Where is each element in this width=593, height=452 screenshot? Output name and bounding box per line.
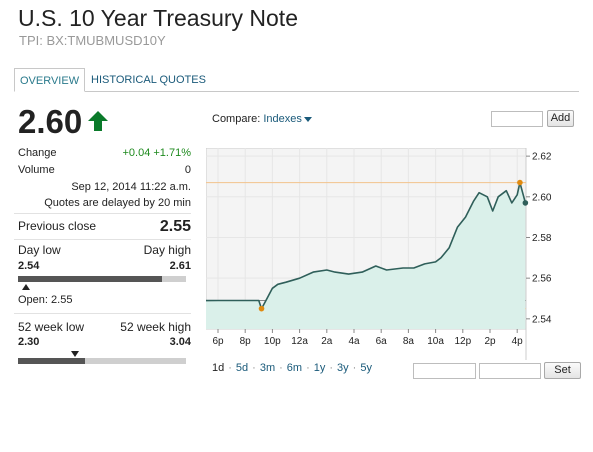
start-date-input[interactable] bbox=[413, 363, 476, 379]
52-week-range-values: 2.30 3.04 bbox=[18, 336, 191, 348]
volume-value: 0 bbox=[184, 164, 191, 176]
divider bbox=[14, 239, 191, 240]
tab-historical-quotes[interactable]: HISTORICAL QUOTES bbox=[91, 74, 206, 86]
ticker-subtitle: TPI: BX:TMUBMUSD10Y bbox=[19, 33, 166, 48]
change-row: Change +0.04 +1.71% bbox=[18, 147, 191, 159]
day-low-value: 2.54 bbox=[18, 260, 40, 272]
tab-overview[interactable]: OVERVIEW bbox=[14, 68, 86, 92]
x-tick-label: 6a bbox=[376, 336, 388, 347]
day-low-label: Day low bbox=[18, 243, 61, 257]
last-price-point bbox=[522, 200, 529, 206]
page-title: U.S. 10 Year Treasury Note bbox=[18, 5, 298, 31]
change-value: +0.04 +1.71% bbox=[122, 147, 191, 159]
up-arrow-icon bbox=[88, 111, 108, 131]
52-week-current-marker bbox=[71, 351, 80, 357]
divider bbox=[14, 213, 191, 214]
x-tick-label: 6p bbox=[212, 336, 224, 347]
compare-label: Compare: bbox=[212, 113, 264, 125]
chevron-down-icon[interactable] bbox=[303, 116, 312, 122]
day-range-labels: Day low Day high bbox=[18, 243, 191, 257]
open-price: Open: 2.55 bbox=[18, 294, 73, 306]
52-week-range-labels: 52 week low 52 week high bbox=[18, 320, 191, 334]
divider bbox=[14, 313, 191, 314]
x-tick-label: 8p bbox=[240, 336, 252, 347]
52-week-high-label: 52 week high bbox=[120, 320, 191, 334]
x-tick-label: 4p bbox=[512, 336, 524, 347]
x-tick-label: 8a bbox=[403, 336, 415, 347]
timestamp: Sep 12, 2014 11:22 a.m. bbox=[71, 181, 191, 193]
52-week-low-value: 2.30 bbox=[18, 336, 40, 348]
range-1d[interactable]: 1d bbox=[212, 362, 225, 374]
range-5y[interactable]: 5y bbox=[360, 362, 372, 374]
volume-row: Volume 0 bbox=[18, 164, 191, 176]
x-tick-label: 10p bbox=[264, 336, 281, 347]
x-tick-label: 10a bbox=[427, 336, 444, 347]
add-button[interactable]: Add bbox=[547, 110, 574, 127]
price-area bbox=[206, 182, 526, 329]
52-week-range-fill bbox=[18, 358, 86, 364]
end-date-input[interactable] bbox=[479, 363, 541, 379]
52-week-high-value: 3.04 bbox=[169, 336, 191, 348]
set-button[interactable]: Set bbox=[544, 362, 581, 379]
x-tick-label: 4a bbox=[348, 336, 360, 347]
timeframe-selector: 1d · 5d · 3m · 6m · 1y · 3y · 5y bbox=[212, 362, 372, 374]
previous-close-row: Previous close 2.55 bbox=[18, 218, 191, 235]
price-line bbox=[206, 181, 527, 310]
range-6m[interactable]: 6m bbox=[286, 362, 303, 374]
range-5d[interactable]: 5d bbox=[235, 362, 249, 374]
x-tick-label: 2a bbox=[321, 336, 333, 347]
y-tick-label: 2.54 bbox=[532, 314, 552, 325]
day-range-values: 2.54 2.61 bbox=[18, 260, 191, 272]
y-tick-label: 2.62 bbox=[532, 152, 552, 163]
open-price-marker bbox=[22, 284, 31, 290]
day-high-label: Day high bbox=[143, 243, 191, 257]
day-high-value: 2.61 bbox=[169, 260, 191, 272]
change-label: Change bbox=[18, 147, 57, 159]
volume-label: Volume bbox=[18, 164, 55, 176]
y-tick-label: 2.56 bbox=[532, 274, 552, 285]
compare-symbol-input[interactable] bbox=[491, 111, 543, 127]
last-price: 2.60 bbox=[18, 103, 83, 140]
range-3m[interactable]: 3m bbox=[259, 362, 276, 374]
x-tick-label: 12p bbox=[454, 336, 471, 347]
52-week-low-label: 52 week low bbox=[18, 320, 85, 334]
marker-high bbox=[517, 179, 523, 186]
previous-close-label: Previous close bbox=[18, 219, 97, 233]
x-tick-label: 12a bbox=[291, 336, 308, 347]
compare-control: Compare: Indexes bbox=[212, 113, 312, 125]
delay-note: Quotes are delayed by 20 min bbox=[44, 197, 191, 209]
previous-close-value: 2.55 bbox=[159, 218, 191, 235]
52-week-range-bar bbox=[18, 358, 186, 364]
x-tick-label: 2p bbox=[484, 336, 496, 347]
day-range-bar bbox=[18, 276, 186, 282]
price-chart[interactable]: 2.62 2.60 2.58 2.56 2.54 6p 8p 10p 12a 2a 4a 6a 8a 1… bbox=[206, 148, 580, 360]
y-tick-label: 2.60 bbox=[532, 192, 552, 203]
tab-divider bbox=[14, 91, 579, 92]
y-tick-label: 2.58 bbox=[532, 233, 552, 244]
range-1y[interactable]: 1y bbox=[313, 362, 326, 374]
compare-dropdown[interactable]: Indexes bbox=[263, 113, 302, 125]
day-range-fill bbox=[18, 276, 163, 282]
marker-low bbox=[258, 305, 265, 312]
range-3y[interactable]: 3y bbox=[337, 362, 349, 374]
